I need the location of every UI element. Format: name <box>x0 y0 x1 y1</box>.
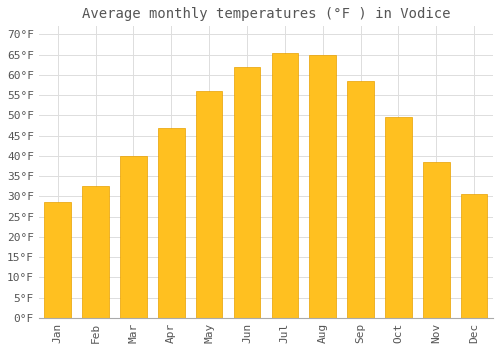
Bar <box>158 127 184 318</box>
Bar <box>272 52 298 318</box>
Bar <box>423 162 450 318</box>
Bar <box>196 91 222 318</box>
Bar <box>44 203 71 318</box>
Bar <box>385 117 411 318</box>
Bar <box>234 67 260 318</box>
Bar <box>310 55 336 318</box>
Title: Average monthly temperatures (°F ) in Vodice: Average monthly temperatures (°F ) in Vo… <box>82 7 450 21</box>
Bar <box>120 156 146 318</box>
Bar <box>348 81 374 318</box>
Bar <box>82 186 109 318</box>
Bar <box>461 194 487 318</box>
